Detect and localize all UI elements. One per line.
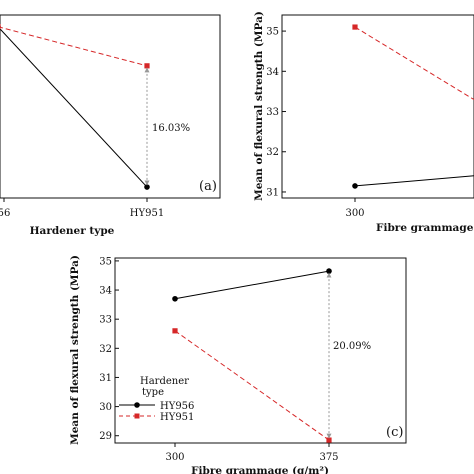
panel-b-marks — [352, 24, 474, 202]
panel-c-label: (c) — [386, 425, 403, 440]
legend-title-line-1: Hardener — [140, 376, 189, 387]
panel-c-series-2-point-2 — [326, 437, 332, 443]
panel-a-xtick-2: HY951 — [130, 208, 164, 219]
panel-b-ytick-2: 32 — [266, 147, 279, 158]
panel-c-xtick-2: 375 — [319, 452, 338, 463]
panel-b-ytick-5: 35 — [266, 27, 279, 38]
panel-a: 56 HY951 Hardener type 16.03% (a) — [0, 14, 221, 237]
panel-c-ytick-6: 34 — [99, 286, 112, 297]
panel-c: 29 30 31 32 33 34 35 300 375 Fibre grammage (g… — [69, 255, 407, 474]
panel-a-annotation: 16.03% — [152, 123, 190, 134]
panel-c-ylabel: Mean of flexural strength (MPa) — [69, 255, 81, 445]
legend-title-line-2: type — [142, 387, 164, 398]
panel-c-yticks: 29 30 31 32 33 34 35 — [99, 256, 119, 442]
panel-c-ytick-2: 30 — [99, 402, 112, 413]
panel-c-xlabel: Fibre grammage (g/m²) — [191, 465, 329, 474]
panel-c-xtick-1: 300 — [165, 452, 184, 463]
panel-b-yticks: 31 32 33 34 35 — [266, 27, 286, 198]
panel-b-series-1-line — [354, 175, 474, 187]
panel-c-ytick-3: 31 — [99, 373, 112, 384]
legend-marker-hy951 — [134, 413, 140, 419]
panel-b-xtick-1: 300 — [345, 208, 364, 219]
panel-a-series-2-point-2 — [144, 63, 150, 69]
panel-c-ytick-1: 29 — [99, 431, 112, 442]
panel-a-series-1-point-2 — [144, 184, 150, 190]
panel-a-label: (a) — [199, 179, 217, 194]
panel-a-series-2-point-1 — [0, 24, 1, 30]
legend-marker-hy956 — [134, 402, 140, 408]
panel-a-series-2-line — [0, 26, 148, 67]
panel-c-marks — [172, 268, 332, 447]
panel-a-xlabel: Hardener type — [30, 225, 115, 237]
legend-entry-hy951: HY951 — [160, 412, 194, 423]
panel-c-legend: Hardener type HY956 HY951 — [119, 376, 194, 423]
panel-c-ytick-7: 35 — [99, 256, 112, 267]
panel-c-ytick-5: 33 — [99, 315, 112, 326]
panel-c-series-1-line — [174, 270, 330, 300]
legend-entry-hy956: HY956 — [160, 401, 194, 412]
panel-c-series-2-point-1 — [172, 328, 178, 334]
panel-c-series-1-point-1 — [172, 295, 178, 302]
panel-a-marks — [0, 24, 150, 202]
panel-b-series-1-point-1 — [352, 183, 358, 189]
panel-c-ytick-4: 32 — [99, 344, 112, 355]
panel-b-frame — [281, 14, 474, 199]
panel-c-annotation: 20.09% — [333, 341, 371, 352]
panel-a-frame — [0, 14, 221, 199]
panel-b-series-2-point-1 — [352, 24, 358, 30]
panel-c-frame — [114, 257, 407, 444]
panel-b-ytick-4: 34 — [266, 67, 279, 78]
panel-b: 31 32 33 34 35 300 Fibre grammage (g/ Mean o… — [253, 11, 474, 234]
panel-c-series-1-point-2 — [326, 268, 332, 274]
panel-c-series-2-line — [174, 330, 330, 441]
panel-b-series-2-line — [354, 26, 474, 101]
panel-b-xlabel: Fibre grammage (g/ — [376, 222, 474, 234]
panel-b-ytick-1: 31 — [266, 187, 279, 198]
panel-b-ytick-3: 33 — [266, 107, 279, 118]
panel-b-ylabel: Mean of flexural strength (MPa) — [253, 11, 265, 201]
panel-a-xtick-1: 56 — [0, 208, 10, 219]
panel-a-series-1-line — [0, 28, 148, 188]
